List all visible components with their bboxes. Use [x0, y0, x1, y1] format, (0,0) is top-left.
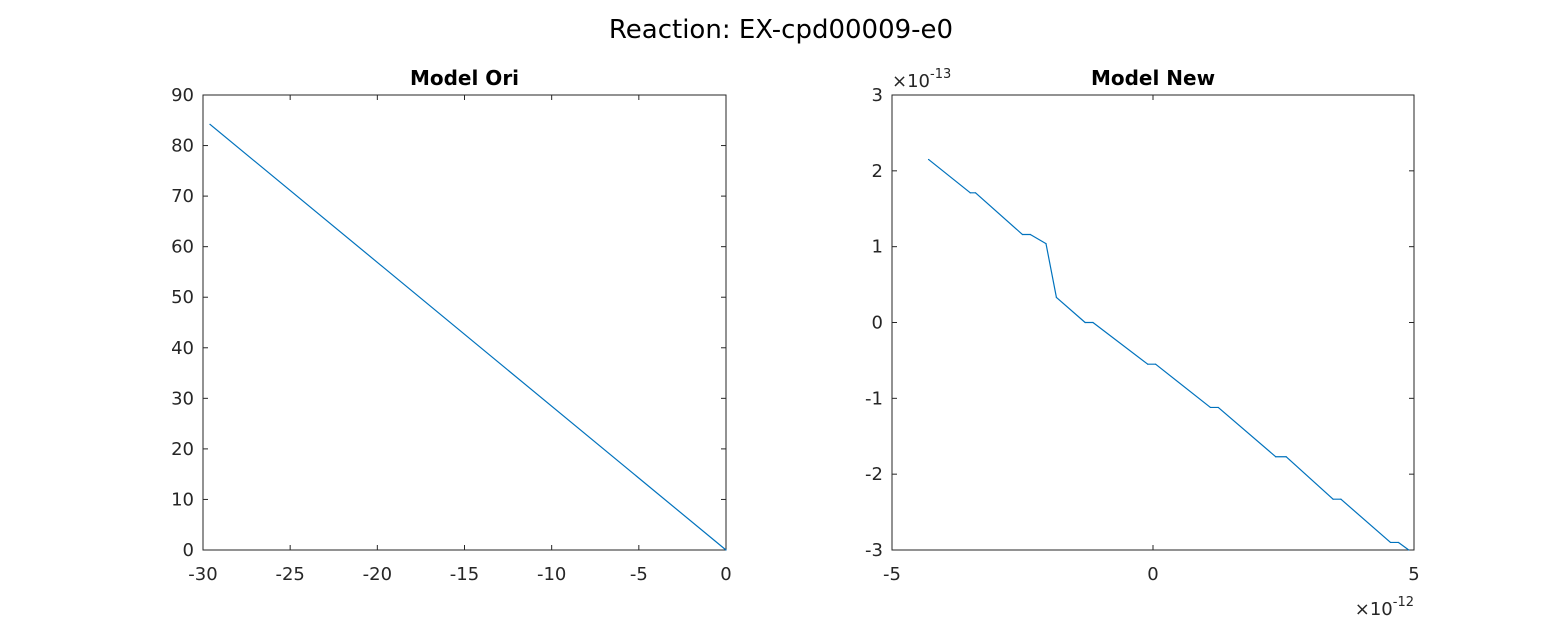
axes-title: Model New: [1091, 66, 1215, 90]
y-tick-label: -1: [865, 388, 883, 409]
data-point: [1209, 406, 1212, 409]
x-exponent-base: ×10: [1355, 599, 1393, 620]
figure-title: Reaction: EX-cpd00009-e0: [609, 15, 953, 45]
x-exponent-power: -12: [1393, 595, 1414, 610]
y-tick-label: 40: [171, 338, 194, 359]
data-point: [1055, 296, 1058, 299]
data-point: [209, 123, 211, 125]
data-point: [1147, 363, 1149, 365]
data-point: [974, 192, 977, 194]
y-tick-label: 60: [171, 237, 194, 258]
y-tick-label: -2: [865, 464, 883, 485]
data-point: [1275, 456, 1277, 458]
y-exponent-label: ×10-13: [892, 67, 951, 92]
y-tick-label: 20: [171, 439, 194, 460]
x-tick-label: 0: [1147, 564, 1158, 585]
y-tick-label: 3: [872, 85, 883, 106]
y-tick-label: 30: [171, 388, 194, 409]
y-exponent-base: ×10: [892, 71, 930, 92]
axes-box: [202, 94, 727, 551]
data-point: [1285, 456, 1287, 458]
x-tick-label: 5: [1408, 564, 1419, 585]
x-tick-label: -5: [883, 564, 901, 585]
y-tick-label: 70: [171, 186, 194, 207]
x-tick-label: 0: [720, 564, 731, 585]
data-point: [1408, 549, 1410, 551]
data-point: [1217, 406, 1219, 409]
y-tick-label: 10: [171, 489, 194, 510]
data-point: [1084, 321, 1086, 324]
data-point: [1389, 541, 1392, 544]
y-tick-label: 2: [872, 161, 883, 182]
x-tick-label: -5: [630, 564, 648, 585]
data-point: [1340, 498, 1342, 500]
data-point: [725, 549, 727, 551]
axes-box: [891, 94, 1415, 551]
data-point: [1397, 541, 1399, 544]
x-tick-label: -25: [275, 564, 304, 585]
y-tick-label: 0: [183, 540, 194, 561]
data-point: [1092, 321, 1094, 324]
axes-title: Model Ori: [410, 66, 519, 90]
left-axes-model-ori: Model Ori -30 -25 -20 -15 -10 -5 0 0 10 20 30 40 50 60…: [171, 66, 732, 585]
data-point: [1332, 498, 1334, 500]
y-tick-label: 0: [872, 313, 883, 334]
x-tick-label: -30: [188, 564, 217, 585]
x-tick-label: -10: [537, 564, 566, 585]
data-point: [1029, 233, 1031, 236]
series-line: [209, 123, 727, 551]
x-tick-label: -20: [363, 564, 392, 585]
data-point: [1045, 243, 1047, 245]
data-point: [1155, 363, 1157, 365]
x-exponent-label: ×10-12: [1355, 595, 1414, 620]
x-tick-label: -15: [450, 564, 479, 585]
y-tick-label: 80: [171, 136, 194, 157]
y-tick-label: 90: [171, 85, 194, 106]
y-tick-label: 1: [872, 237, 883, 258]
data-point: [969, 192, 971, 194]
y-exponent-power: -13: [930, 67, 951, 82]
data-point: [1021, 233, 1024, 236]
y-tick-label: -3: [865, 540, 883, 561]
series-line: [928, 158, 1410, 551]
y-tick-label: 50: [171, 287, 194, 308]
data-point: [927, 158, 930, 161]
